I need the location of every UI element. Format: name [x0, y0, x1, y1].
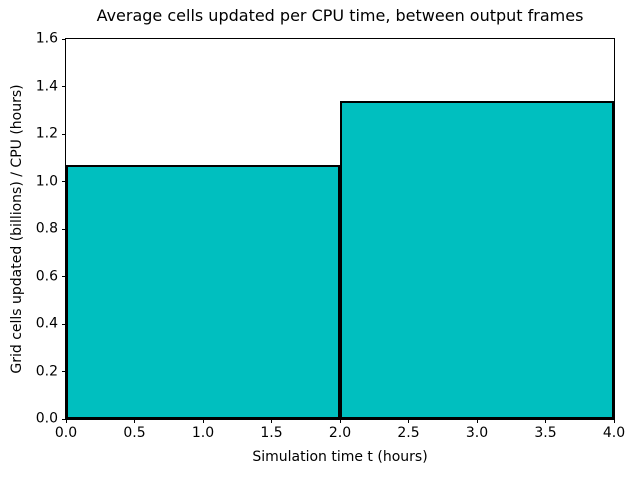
- y-tick-mark: [62, 371, 66, 372]
- x-tick-label: 2.0: [328, 425, 352, 441]
- y-tick-label: 0.4: [35, 315, 58, 332]
- y-tick-label: 1.6: [35, 30, 58, 47]
- x-tick-mark: [408, 419, 409, 423]
- x-tick-mark: [134, 419, 135, 423]
- x-tick-label: 1.5: [260, 425, 283, 441]
- x-tick-mark: [339, 419, 341, 423]
- x-tick-label: 4.0: [602, 425, 626, 441]
- y-tick-mark: [62, 38, 66, 40]
- x-tick-label: 1.0: [191, 425, 215, 441]
- y-tick-mark: [62, 133, 66, 135]
- bar: [340, 100, 614, 419]
- x-tick-mark: [271, 419, 272, 423]
- y-tick-label: 0.8: [35, 220, 58, 237]
- y-tick-label: 0.6: [35, 268, 58, 284]
- x-tick-mark: [476, 419, 478, 423]
- y-tick-label: 0.0: [35, 410, 58, 427]
- y-axis-label: Grid cells updated (billions) / CPU (hou…: [9, 84, 25, 374]
- y-tick-mark: [62, 228, 66, 230]
- x-tick-label: 2.5: [397, 425, 420, 441]
- x-axis-label: Simulation time t (hours): [252, 449, 428, 465]
- y-tick-mark: [62, 276, 66, 277]
- y-tick-mark: [62, 181, 66, 182]
- bar: [66, 164, 340, 419]
- y-tick-mark: [62, 418, 66, 420]
- y-tick-label: 1.2: [35, 125, 58, 142]
- x-tick-mark: [202, 419, 204, 423]
- x-tick-mark: [545, 419, 546, 423]
- y-tick-label: 1.4: [35, 78, 58, 94]
- x-tick-label: 3.0: [465, 425, 489, 441]
- x-tick-mark: [65, 419, 67, 423]
- plot-area: 0.0 0.5 1.0 1.5 2.0 2.5 3.0 3.5 4.0 0.0 0.2 0.4 0.6 0…: [36, 31, 625, 441]
- y-tick-label: 1.0: [35, 173, 58, 189]
- y-tick-label: 0.2: [35, 363, 58, 379]
- x-tick-label: 0.5: [123, 425, 146, 441]
- x-tick-label: 3.5: [534, 425, 557, 441]
- x-tick-label: 0.0: [54, 425, 78, 441]
- y-tick-mark: [62, 86, 66, 87]
- chart-title: Average cells updated per CPU time, betw…: [96, 6, 584, 25]
- y-tick-mark: [62, 323, 66, 325]
- x-tick-mark: [613, 419, 615, 423]
